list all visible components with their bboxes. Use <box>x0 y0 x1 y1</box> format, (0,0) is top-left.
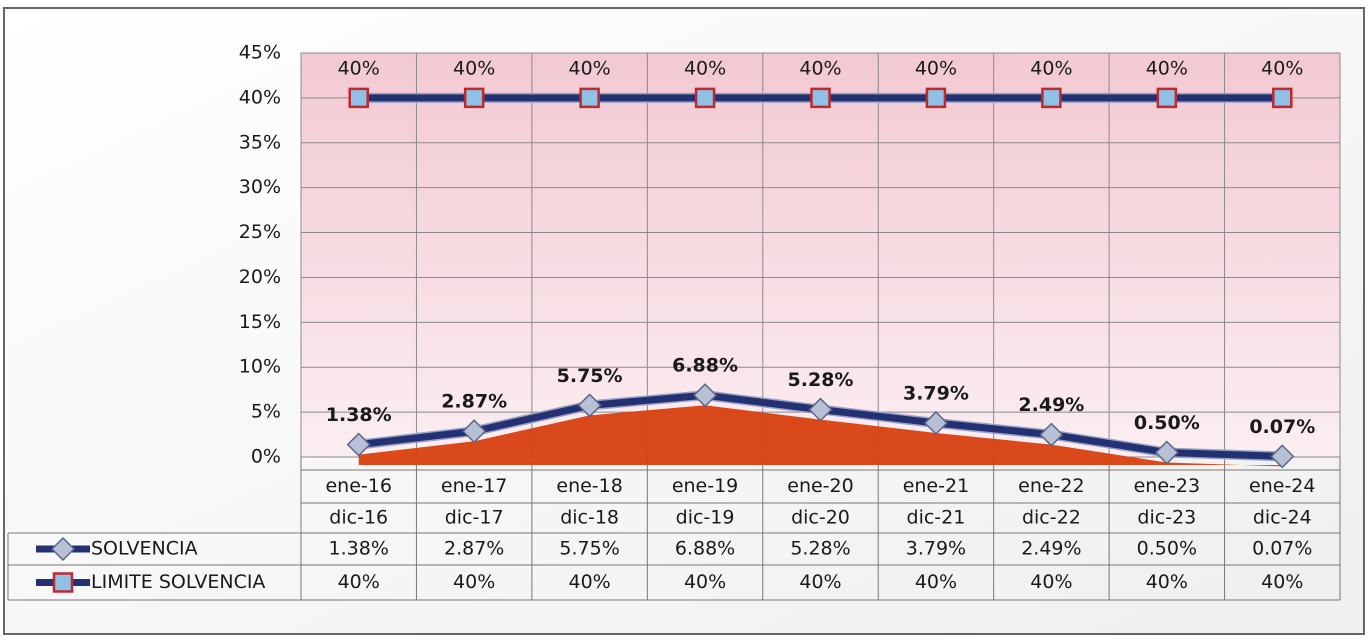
marker-square <box>1273 89 1291 107</box>
y-tick-label: 35% <box>239 131 281 153</box>
table-value: 40% <box>684 571 726 593</box>
x-tick-label: dic-17 <box>445 507 504 529</box>
chart: 0% 5% 10% 15% 20% 25% 30% 35% 40% 45% ene-16 dic-16… <box>0 0 1370 640</box>
y-tick-label: 15% <box>239 311 281 333</box>
data-label: 40% <box>338 57 380 79</box>
data-label: 0.50% <box>1134 412 1200 434</box>
x-tick-label: dic-24 <box>1253 507 1312 529</box>
table-value: 40% <box>915 571 957 593</box>
x-tick-label: ene-20 <box>787 475 853 497</box>
x-tick-label: ene-18 <box>556 475 622 497</box>
table-value: 40% <box>453 571 495 593</box>
data-label: 5.28% <box>788 369 854 391</box>
table-value: 2.87% <box>444 538 504 560</box>
y-tick-label: 45% <box>239 42 281 64</box>
marker-square <box>696 89 714 107</box>
data-label: 40% <box>799 57 841 79</box>
data-label: 40% <box>915 57 957 79</box>
x-tick-label: ene-22 <box>1018 475 1084 497</box>
marker-square <box>350 89 368 107</box>
table-value: 40% <box>338 571 380 593</box>
data-label: 40% <box>684 57 726 79</box>
y-tick-label: 30% <box>239 176 281 198</box>
x-tick-label: dic-16 <box>329 507 388 529</box>
marker-square <box>581 89 599 107</box>
x-tick-label: ene-23 <box>1134 475 1200 497</box>
x-tick-label: dic-18 <box>560 507 619 529</box>
data-label: 2.49% <box>1018 394 1084 416</box>
table-value: 5.28% <box>790 538 850 560</box>
x-tick-label: ene-17 <box>441 475 507 497</box>
data-label: 40% <box>1030 57 1072 79</box>
table-value: 2.49% <box>1021 538 1081 560</box>
table-value: 40% <box>1030 571 1072 593</box>
data-label: 3.79% <box>903 382 969 404</box>
marker-square <box>1158 89 1176 107</box>
table-value: 0.07% <box>1252 538 1312 560</box>
y-tick-label: 5% <box>251 401 281 423</box>
y-tick-label: 40% <box>239 86 281 108</box>
x-tick-label: ene-24 <box>1249 475 1315 497</box>
data-label: 2.87% <box>441 391 507 413</box>
table-value: 3.79% <box>906 538 966 560</box>
x-tick-label: ene-16 <box>325 475 391 497</box>
legend-label: SOLVENCIA <box>91 538 198 560</box>
x-tick-label: ene-19 <box>672 475 738 497</box>
table-value: 0.50% <box>1137 538 1197 560</box>
x-tick-label: dic-21 <box>907 507 966 529</box>
marker-square <box>927 89 945 107</box>
legend-label: LIMITE SOLVENCIA <box>91 571 265 593</box>
x-tick-label: dic-22 <box>1022 507 1081 529</box>
table-value: 40% <box>1146 571 1188 593</box>
data-label: 5.75% <box>557 365 623 387</box>
x-tick-label: dic-19 <box>676 507 735 529</box>
data-label: 1.38% <box>326 404 392 426</box>
y-tick-label: 25% <box>239 221 281 243</box>
marker-square <box>1042 89 1060 107</box>
y-tick-label: 0% <box>251 446 281 468</box>
marker-square <box>54 574 72 592</box>
table-value: 40% <box>799 571 841 593</box>
marker-square <box>465 89 483 107</box>
table-value: 5.75% <box>559 538 619 560</box>
table-value: 6.88% <box>675 538 735 560</box>
data-label: 40% <box>453 57 495 79</box>
data-label: 40% <box>1146 57 1188 79</box>
y-tick-label: 20% <box>239 266 281 288</box>
table-value: 40% <box>568 571 610 593</box>
y-tick-label: 10% <box>239 356 281 378</box>
data-label: 0.07% <box>1249 416 1315 438</box>
table-value: 1.38% <box>329 538 389 560</box>
data-label: 6.88% <box>672 355 738 377</box>
x-tick-label: dic-20 <box>791 507 850 529</box>
data-label: 40% <box>568 57 610 79</box>
x-tick-label: dic-23 <box>1137 507 1196 529</box>
marker-square <box>812 89 830 107</box>
data-label: 40% <box>1261 57 1303 79</box>
x-tick-label: ene-21 <box>903 475 969 497</box>
table-value: 40% <box>1261 571 1303 593</box>
